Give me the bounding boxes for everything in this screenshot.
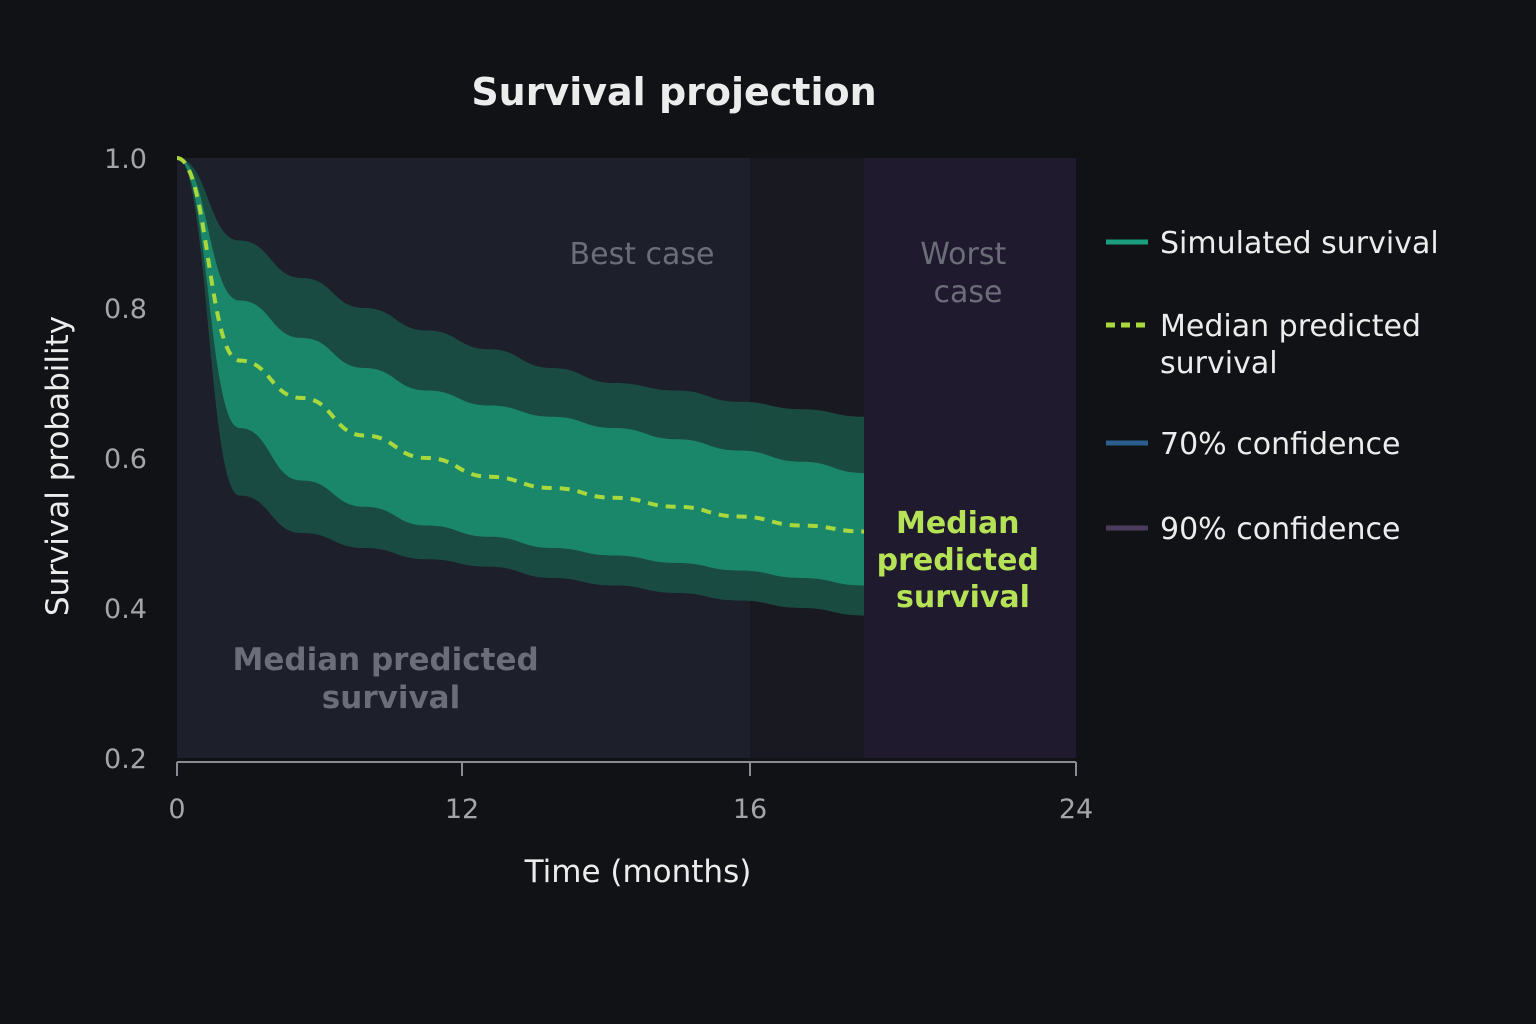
legend-label: 90% confidence: [1160, 512, 1400, 547]
legend-label: 70% confidence: [1160, 427, 1400, 462]
y-axis-label: Survival probability: [40, 316, 76, 616]
legend: Simulated survival Median predicted surviv…: [1106, 226, 1439, 547]
y-tick-label: 1.0: [104, 144, 147, 175]
chart-title: Survival projection: [471, 70, 876, 114]
x-tick-label: 16: [733, 794, 767, 825]
legend-label: Simulated survival: [1160, 226, 1439, 261]
median-annotation-right: Median predicted survival: [877, 506, 1050, 615]
x-ticks: 0 12 16 24: [168, 762, 1093, 825]
y-tick-label: 0.4: [104, 594, 147, 625]
y-tick-label: 0.6: [104, 444, 147, 475]
x-tick-label: 0: [168, 794, 185, 825]
y-tick-label: 0.8: [104, 294, 147, 325]
x-tick-label: 12: [445, 794, 479, 825]
y-ticks: 1.0 0.8 0.6 0.4 0.2: [104, 144, 147, 775]
legend-label: Median predicted survival: [1160, 309, 1421, 381]
confidence-band-70: [177, 158, 864, 586]
worst-case-label: Worst case: [920, 237, 1016, 310]
y-tick-label: 0.2: [104, 744, 147, 775]
median-survival-line: [176, 156, 865, 534]
median-annotation-left: Median predicted survival: [233, 642, 550, 716]
worst-case-region: [864, 158, 1076, 758]
x-axis-label: Time (months): [524, 854, 752, 890]
x-tick-label: 24: [1059, 794, 1093, 825]
best-case-label: Best case: [570, 237, 715, 272]
